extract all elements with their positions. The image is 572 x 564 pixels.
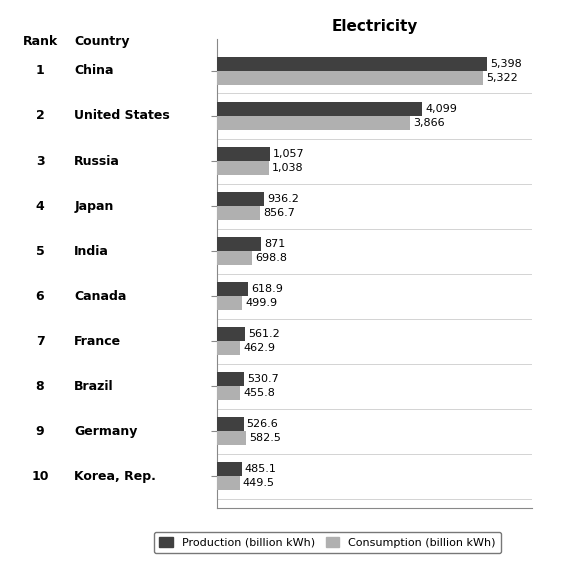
Bar [217, 116, 411, 130]
Bar [217, 296, 243, 310]
Text: 9: 9 [35, 425, 45, 438]
Bar [217, 327, 245, 341]
Text: 10: 10 [31, 470, 49, 483]
Bar [217, 192, 264, 206]
Text: Canada: Canada [74, 289, 127, 302]
Text: 871: 871 [264, 239, 285, 249]
Bar [217, 237, 261, 251]
Text: 526.6: 526.6 [247, 419, 279, 429]
Bar [217, 251, 252, 266]
Text: 485.1: 485.1 [245, 464, 276, 474]
Text: 618.9: 618.9 [251, 284, 283, 294]
Text: 856.7: 856.7 [263, 208, 295, 218]
Bar [217, 56, 487, 71]
Text: 582.5: 582.5 [249, 433, 281, 443]
Text: 5,398: 5,398 [490, 59, 522, 69]
Text: 3,866: 3,866 [414, 118, 445, 128]
Bar [217, 281, 248, 296]
Text: 530.7: 530.7 [247, 374, 279, 384]
Legend: Production (billion kWh), Consumption (billion kWh): Production (billion kWh), Consumption (b… [154, 532, 501, 553]
Text: 6: 6 [35, 289, 45, 302]
Bar [217, 341, 240, 355]
Text: Germany: Germany [74, 425, 138, 438]
Text: France: France [74, 334, 121, 347]
Text: China: China [74, 64, 114, 77]
Text: 1,057: 1,057 [273, 149, 305, 159]
Bar [217, 102, 422, 116]
Text: 1: 1 [35, 64, 45, 77]
Text: 499.9: 499.9 [245, 298, 277, 309]
Bar [217, 476, 240, 491]
Text: 7: 7 [35, 334, 45, 347]
Text: 455.8: 455.8 [243, 388, 275, 398]
Text: 561.2: 561.2 [248, 329, 280, 339]
Text: Country: Country [74, 35, 130, 49]
Bar [217, 372, 244, 386]
Bar [217, 431, 247, 446]
Bar [217, 386, 240, 400]
Bar [217, 462, 241, 476]
Title: Electricity: Electricity [331, 19, 418, 34]
Text: 698.8: 698.8 [255, 253, 287, 263]
Text: Brazil: Brazil [74, 380, 114, 393]
Text: India: India [74, 245, 109, 258]
Text: 462.9: 462.9 [244, 343, 276, 353]
Text: 5,322: 5,322 [486, 73, 518, 83]
Text: 8: 8 [35, 380, 45, 393]
Bar [217, 161, 269, 175]
Text: Russia: Russia [74, 155, 120, 168]
Text: 1,038: 1,038 [272, 163, 304, 173]
Text: 4: 4 [35, 200, 45, 213]
Bar [217, 147, 270, 161]
Text: 449.5: 449.5 [243, 478, 275, 488]
Text: 936.2: 936.2 [267, 194, 299, 204]
Text: 3: 3 [35, 155, 45, 168]
Text: Korea, Rep.: Korea, Rep. [74, 470, 156, 483]
Text: 5: 5 [35, 245, 45, 258]
Text: United States: United States [74, 109, 170, 122]
Bar [217, 71, 483, 85]
Text: Japan: Japan [74, 200, 114, 213]
Bar [217, 417, 244, 431]
Text: 2: 2 [35, 109, 45, 122]
Text: 4,099: 4,099 [425, 104, 457, 114]
Bar [217, 206, 260, 221]
Text: Rank: Rank [22, 35, 58, 49]
